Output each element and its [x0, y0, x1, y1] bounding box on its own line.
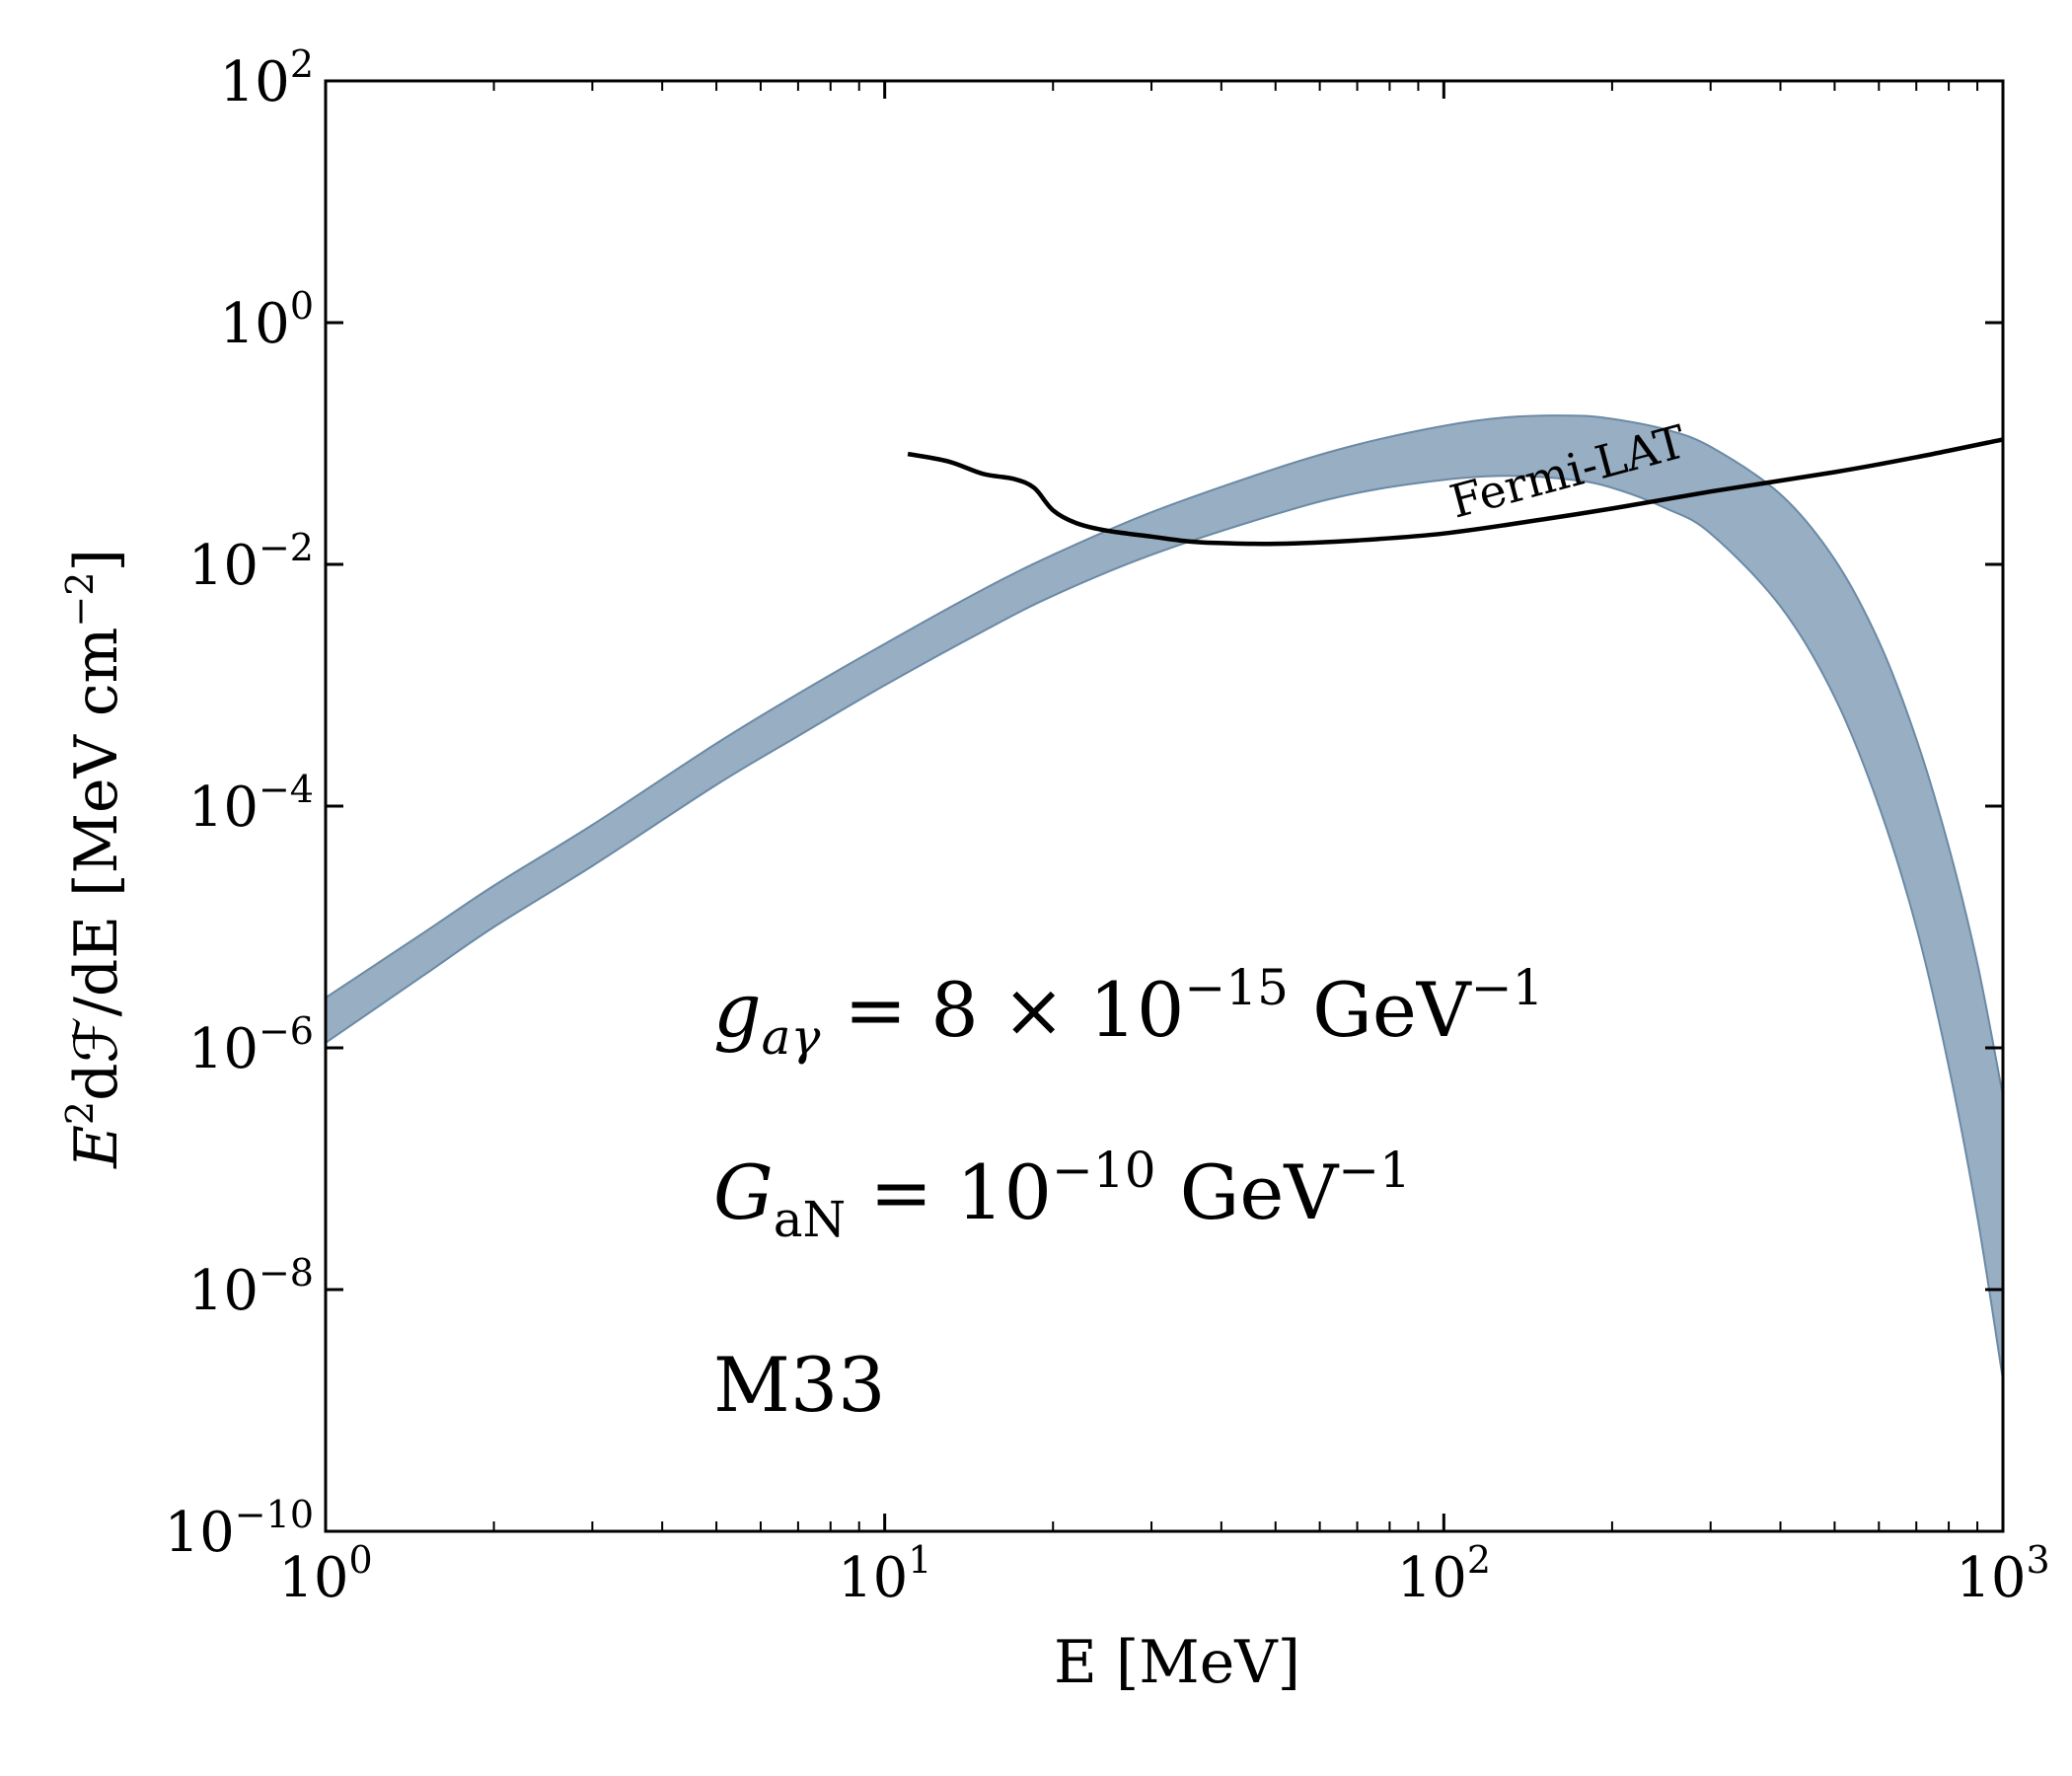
y-tick-label: 100: [220, 284, 314, 356]
band-layer: [325, 414, 2004, 1380]
fermi-lat-sensitivity-line: [907, 437, 2004, 547]
coupling-g-a-n-annotation: GaN = 10−10 GeV−1: [713, 1142, 1411, 1248]
plot-frame: [324, 79, 2005, 1533]
coupling-g-a-gamma-annotation: gaγ = 8 × 10−15 GeV−1: [713, 959, 1543, 1066]
y-tick-label: 10−4: [188, 768, 314, 840]
y-tick-label: 10−2: [188, 526, 314, 598]
y-tick-label: 10−8: [188, 1251, 314, 1323]
tick-label-layer: 100 101 102 103 10−10 10−8 10−6 10−4 10−2 100 102: [165, 42, 2050, 1610]
line-layer: [907, 437, 2004, 547]
x-tick-label: 101: [838, 1538, 931, 1610]
y-tick-label: 10−6: [188, 1009, 314, 1081]
source-name-annotation: M33: [713, 1341, 886, 1429]
x-tick-label: 100: [278, 1538, 372, 1610]
tick-layer: [324, 79, 2005, 1533]
y-tick-label: 102: [220, 42, 314, 114]
x-axis-label: E [MeV]: [1054, 1628, 1300, 1697]
x-tick-label: 102: [1397, 1538, 1491, 1610]
y-tick-label: 10−10: [165, 1493, 314, 1565]
x-tick-label: 103: [1956, 1538, 2049, 1610]
signal-band-area: [325, 414, 2004, 1380]
y-axis-label: E2dℱ/dE [MeV cm−2]: [58, 549, 131, 1169]
